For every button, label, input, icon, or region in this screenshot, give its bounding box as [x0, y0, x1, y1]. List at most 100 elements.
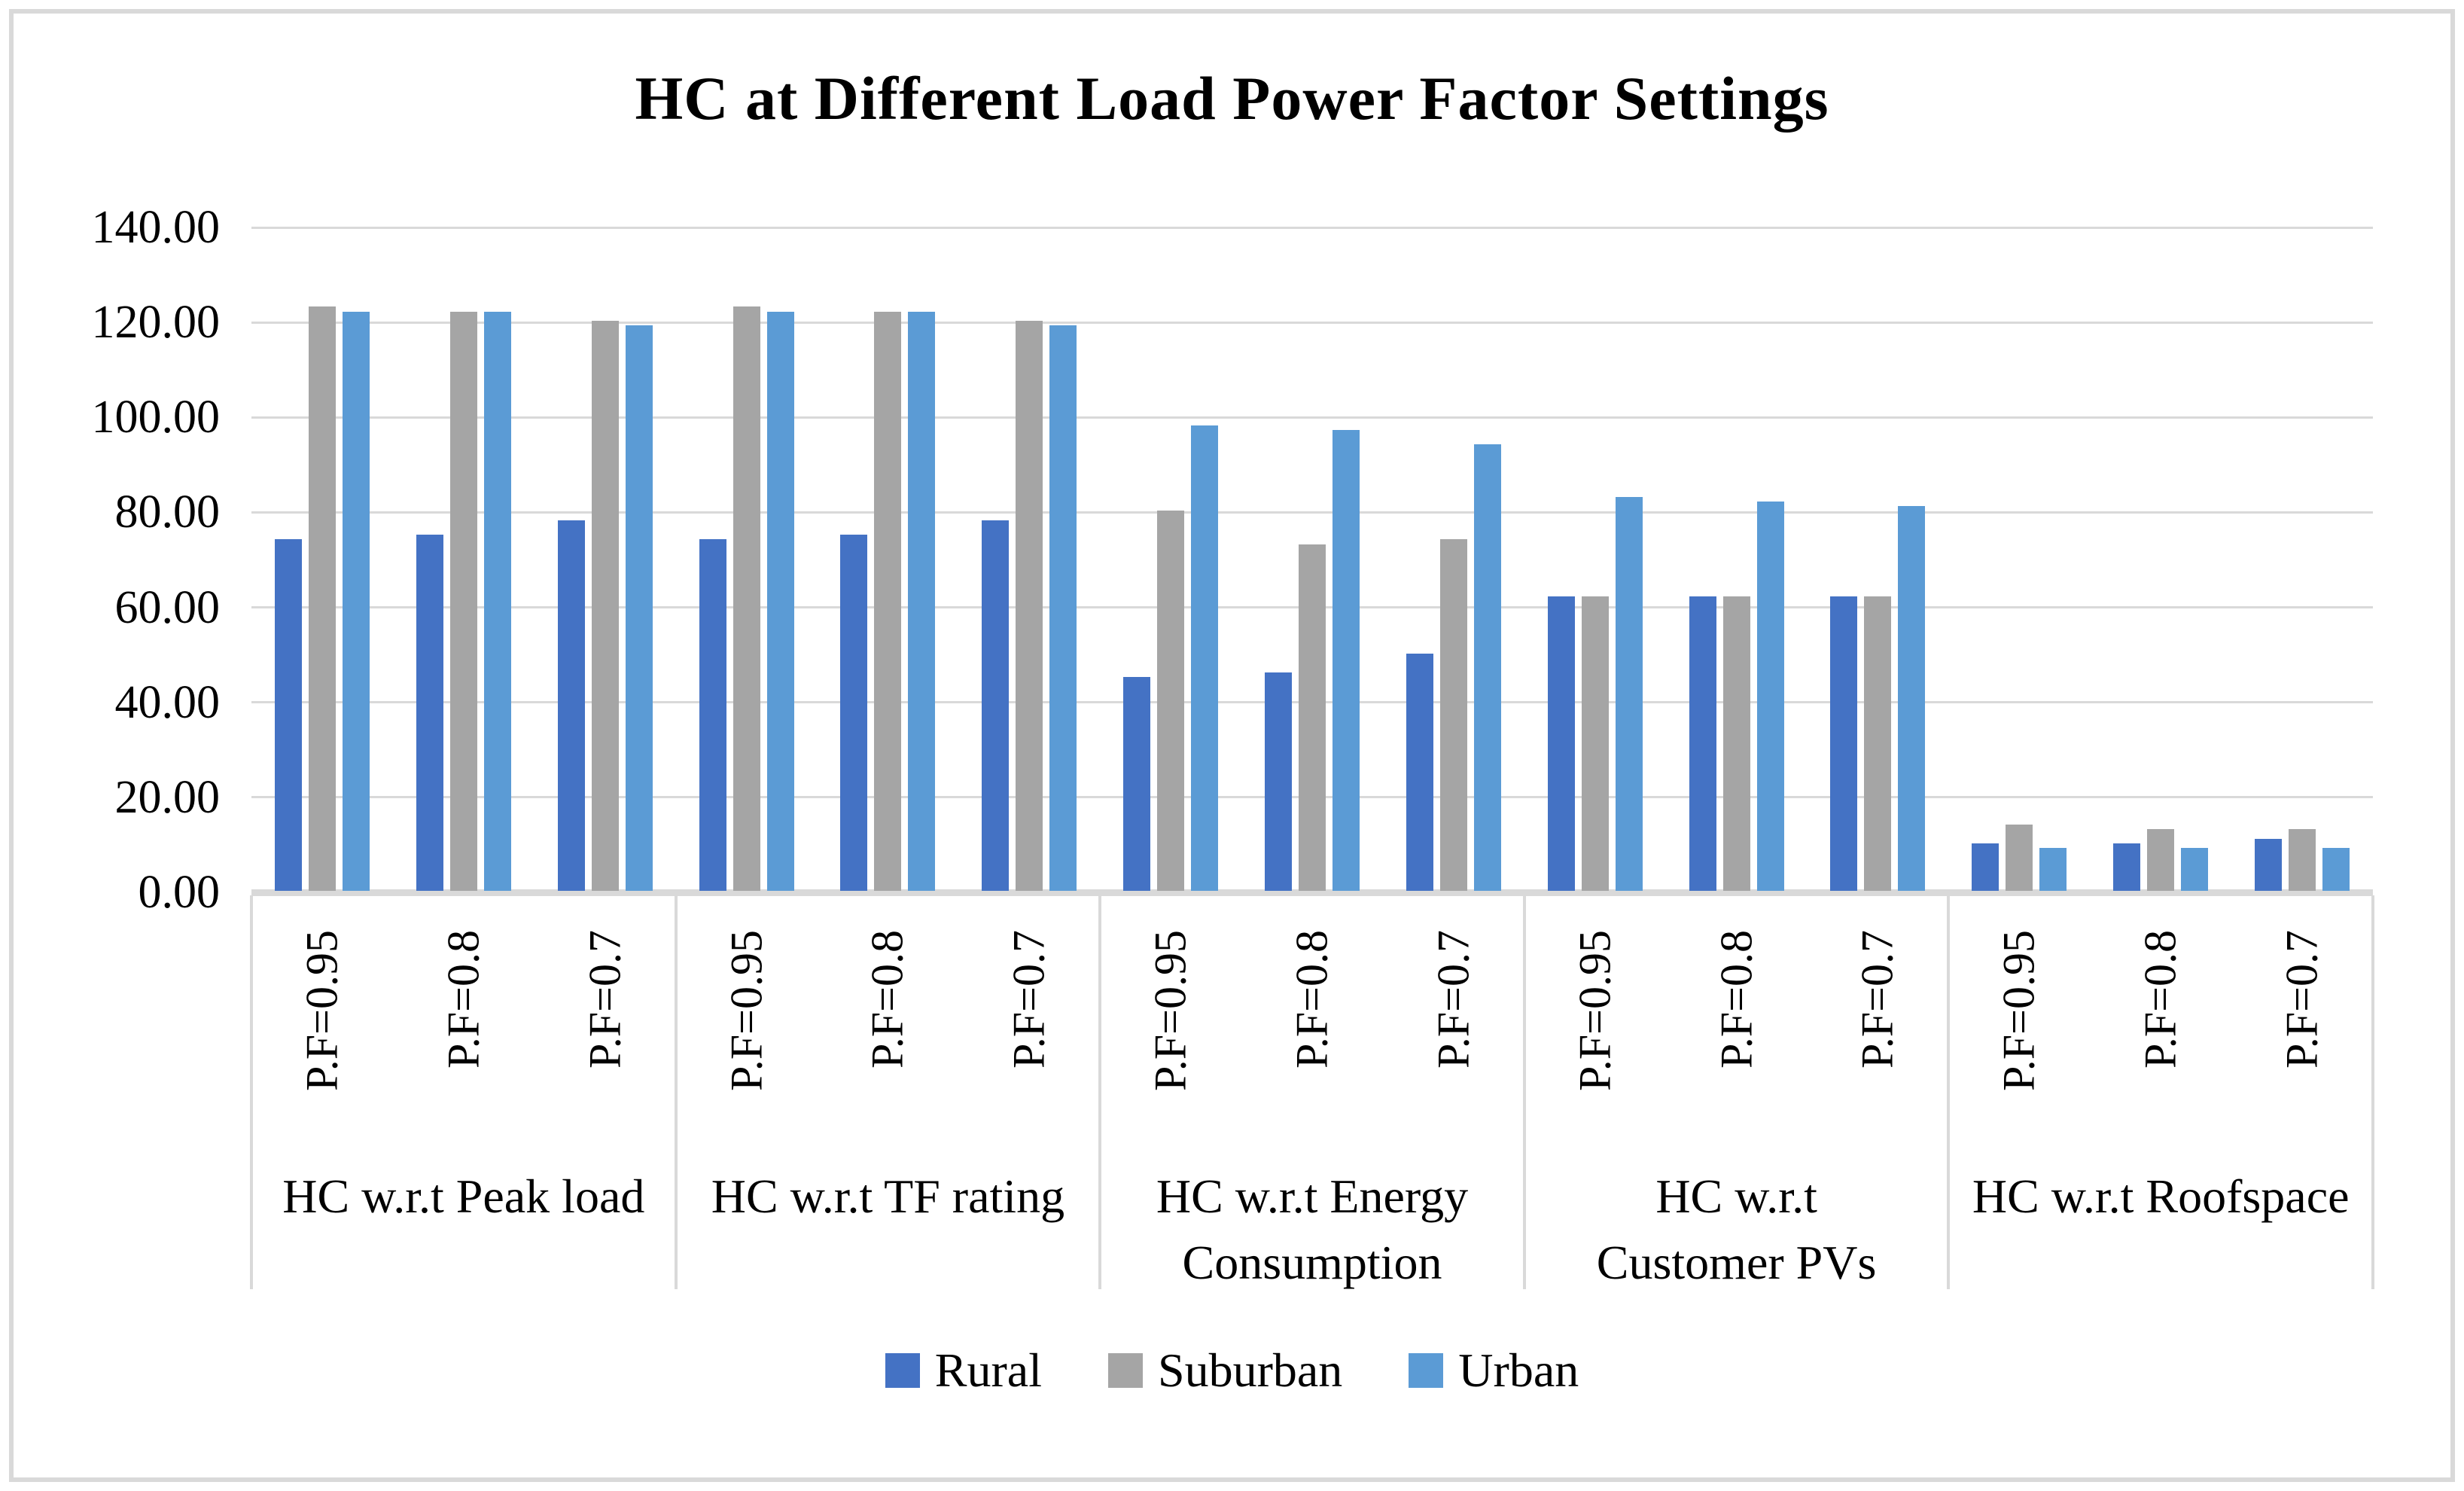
bar-cluster-g3-P.F=0.8 [1241, 227, 1383, 891]
bar-cluster-g5-P.F=0.95 [1948, 227, 2090, 891]
bar-cluster-g3-P.F=0.7 [1383, 227, 1524, 891]
bar-suburban-g4-P.F=0.8 [1722, 596, 1750, 891]
bar-suburban-g2-P.F=0.8 [874, 312, 902, 891]
legend: Rural Suburban Urban [0, 1346, 2464, 1395]
bar-urban-g4-P.F=0.95 [1615, 497, 1643, 891]
bar-cluster-g1-P.F=0.95 [251, 227, 393, 891]
bar-rural-g3-P.F=0.95 [1123, 677, 1151, 891]
bar-rural-g1-P.F=0.8 [416, 535, 443, 891]
group-label-3: HC w.r.t Energy Consumption [1156, 1169, 1469, 1289]
pf-tick-label: P.F=0.95 [721, 930, 772, 1091]
bar-rural-g1-P.F=0.95 [274, 539, 302, 891]
bar-rural-g3-P.F=0.8 [1264, 672, 1292, 891]
bar-suburban-g4-P.F=0.7 [1864, 596, 1892, 891]
pf-tick-label: P.F=0.8 [1711, 930, 1762, 1069]
x-axis-line [251, 889, 2373, 896]
legend-label-suburban: Suburban [1157, 1343, 1343, 1397]
group-divider [1947, 895, 1951, 1289]
pf-tick-label: P.F=0.95 [1993, 930, 2044, 1091]
legend-item-urban: Urban [1409, 1346, 1579, 1395]
bar-urban-g1-P.F=0.7 [625, 325, 653, 891]
bar-suburban-g5-P.F=0.7 [2289, 829, 2316, 891]
bar-urban-g2-P.F=0.95 [766, 312, 794, 891]
bar-suburban-g2-P.F=0.7 [1016, 321, 1043, 891]
bar-suburban-g1-P.F=0.7 [591, 321, 619, 891]
group-label-5: HC w.r.t Roofspace [1972, 1169, 2350, 1223]
pf-tick-label: P.F=0.7 [580, 930, 630, 1069]
y-tick-label-120: 120.00 [91, 297, 221, 349]
bar-rural-g5-P.F=0.95 [1972, 843, 2000, 891]
gridline-120 [251, 321, 2373, 324]
bar-cluster-g4-P.F=0.95 [1524, 227, 1666, 891]
label-band-left-edge [250, 895, 253, 1289]
legend-swatch-urban [1409, 1353, 1444, 1388]
pf-tick-label: P.F=0.8 [862, 930, 912, 1069]
bar-urban-g1-P.F=0.8 [483, 312, 511, 891]
gridline-100 [251, 416, 2373, 419]
gridline-80 [251, 511, 2373, 514]
bar-cluster-g2-P.F=0.8 [817, 227, 958, 891]
bar-urban-g5-P.F=0.95 [2039, 848, 2067, 891]
bar-suburban-g3-P.F=0.95 [1157, 511, 1185, 891]
bar-urban-g4-P.F=0.7 [1898, 506, 1926, 891]
group-divider [1098, 895, 1102, 1289]
legend-swatch-rural [885, 1353, 920, 1388]
group-label-4: HC w.r.t Customer PVs [1596, 1169, 1877, 1289]
bar-cluster-g2-P.F=0.7 [958, 227, 1100, 891]
bar-rural-g5-P.F=0.8 [2113, 843, 2141, 891]
y-tick-label-100: 100.00 [91, 392, 221, 444]
bar-urban-g3-P.F=0.8 [1332, 430, 1360, 891]
bar-rural-g2-P.F=0.8 [840, 535, 868, 891]
pf-tick-label: P.F=0.8 [2135, 930, 2185, 1069]
bar-cluster-g4-P.F=0.8 [1666, 227, 1808, 891]
y-tick-label-20: 20.00 [114, 771, 221, 823]
legend-item-rural: Rural [885, 1346, 1042, 1395]
pf-tick-label: P.F=0.95 [1145, 930, 1195, 1091]
bar-cluster-g4-P.F=0.7 [1808, 227, 1949, 891]
legend-item-suburban: Suburban [1107, 1343, 1343, 1397]
legend-label-urban: Urban [1458, 1343, 1579, 1397]
y-tick-label-40: 40.00 [114, 676, 221, 728]
bar-urban-g3-P.F=0.7 [1473, 444, 1501, 891]
y-tick-label-140: 140.00 [91, 202, 221, 253]
legend-swatch-suburban [1107, 1353, 1143, 1388]
bar-rural-g3-P.F=0.7 [1406, 654, 1433, 891]
bar-urban-g5-P.F=0.8 [2181, 848, 2209, 891]
bar-rural-g4-P.F=0.95 [1547, 596, 1575, 891]
group-divider [674, 895, 678, 1289]
bar-urban-g1-P.F=0.95 [342, 312, 370, 891]
y-tick-label-0: 0.00 [138, 867, 221, 918]
bar-suburban-g3-P.F=0.8 [1298, 544, 1326, 891]
pf-tick-label: P.F=0.95 [1570, 930, 1620, 1091]
pf-tick-label: P.F=0.8 [438, 930, 489, 1069]
y-tick-label-60: 60.00 [114, 581, 221, 633]
bar-urban-g3-P.F=0.95 [1191, 425, 1219, 891]
y-tick-label-80: 80.00 [114, 486, 221, 538]
bar-rural-g2-P.F=0.95 [699, 539, 726, 891]
bar-rural-g5-P.F=0.7 [2255, 839, 2283, 891]
bar-urban-g2-P.F=0.7 [1049, 325, 1077, 891]
bar-urban-g4-P.F=0.8 [1756, 502, 1784, 891]
chart-outer-border [9, 9, 2455, 1482]
pf-tick-label: P.F=0.7 [2277, 930, 2327, 1069]
pf-tick-label: P.F=0.8 [1287, 930, 1337, 1069]
bar-cluster-g1-P.F=0.8 [393, 227, 535, 891]
bar-suburban-g4-P.F=0.95 [1581, 596, 1609, 891]
bar-urban-g5-P.F=0.7 [2322, 848, 2350, 891]
chart-title: HC at Different Load Power Factor Settin… [635, 64, 1829, 133]
bar-rural-g4-P.F=0.8 [1689, 596, 1716, 891]
bar-rural-g1-P.F=0.7 [557, 520, 585, 891]
bar-cluster-g3-P.F=0.95 [1100, 227, 1241, 891]
bar-cluster-g1-P.F=0.7 [535, 227, 676, 891]
bar-suburban-g1-P.F=0.95 [308, 306, 336, 891]
group-label-1: HC w.r.t Peak load [282, 1169, 645, 1223]
bar-suburban-g3-P.F=0.7 [1439, 539, 1467, 891]
group-divider [1522, 895, 1526, 1289]
bar-rural-g4-P.F=0.7 [1830, 596, 1858, 891]
pf-tick-label: P.F=0.7 [1852, 930, 1902, 1069]
bar-suburban-g5-P.F=0.95 [2006, 825, 2033, 891]
bar-cluster-g5-P.F=0.8 [2090, 227, 2231, 891]
bar-urban-g2-P.F=0.8 [908, 312, 936, 891]
pf-tick-label: P.F=0.7 [1004, 930, 1054, 1069]
